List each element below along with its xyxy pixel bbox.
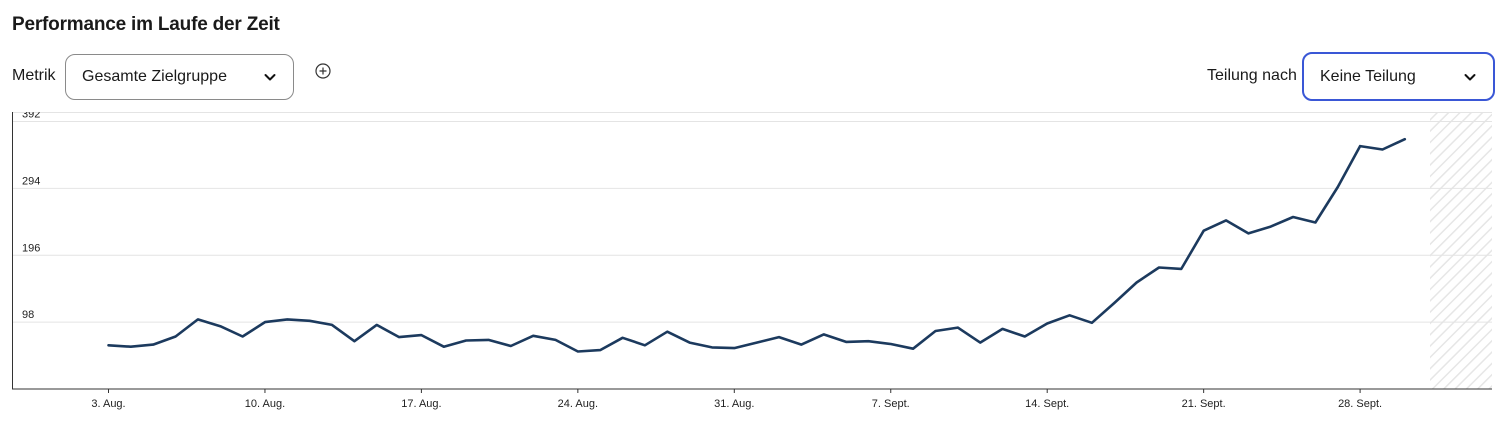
y-tick-label: 98 (22, 309, 34, 321)
gridlines (13, 121, 1492, 323)
chevron-down-icon (1463, 70, 1477, 84)
split-select-value: Keine Teilung (1320, 67, 1416, 85)
x-tick-label: 28. Sept. (1338, 398, 1382, 410)
series-line (107, 137, 1407, 353)
chevron-down-icon (263, 70, 277, 84)
split-select[interactable]: Keine Teilung (1302, 52, 1495, 101)
metric-select-value: Gesamte Zielgruppe (82, 68, 227, 85)
y-tick-labels: 98 196 294 392 (22, 112, 40, 321)
y-tick-label: 294 (22, 175, 40, 187)
x-tick-labels: 3. Aug. 10. Aug. 17. Aug. 24. Aug. 31. Aug. 7… (91, 389, 1382, 410)
split-label: Teilung nach (1207, 67, 1297, 84)
x-tick-label: 7. Sept. (872, 398, 910, 410)
x-tick-label: 21. Sept. (1182, 398, 1226, 410)
page-title: Performance im Laufe der Zeit (12, 14, 280, 35)
series-lines (107, 137, 1407, 353)
x-tick-label: 24. Aug. (558, 398, 598, 410)
x-tick-label: 31. Aug. (714, 398, 754, 410)
x-tick-label: 17. Aug. (401, 398, 441, 410)
performance-chart: 98 196 294 392 3. Aug. 10. Aug. 17. Aug. 24. A… (0, 112, 1500, 421)
x-tick-label: 10. Aug. (245, 398, 285, 410)
plus-circle-icon[interactable] (315, 63, 331, 79)
future-period-hatch (1430, 112, 1492, 389)
axes (12, 112, 1492, 390)
metric-select[interactable]: Gesamte Zielgruppe (65, 54, 294, 100)
y-tick-label: 392 (22, 112, 40, 121)
line-chart-svg: 98 196 294 392 3. Aug. 10. Aug. 17. Aug. 24. A… (12, 112, 1492, 410)
x-tick-label: 14. Sept. (1025, 398, 1069, 410)
y-tick-label: 196 (22, 242, 40, 254)
metric-label: Metrik (12, 67, 56, 84)
x-tick-label: 3. Aug. (91, 398, 125, 410)
